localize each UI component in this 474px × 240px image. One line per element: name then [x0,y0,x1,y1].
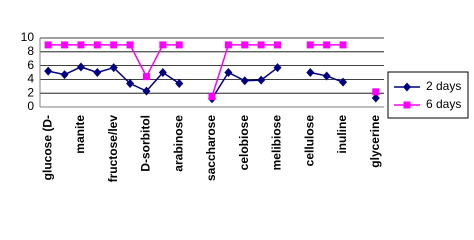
x-tick-label: arabinose [171,115,185,172]
marker [126,79,135,89]
x-tick-label: D-sorbitol [139,115,153,172]
x-tick-label: inuline [335,115,349,154]
marker [306,41,314,49]
marker [77,41,85,49]
x-tick-label: glucose (D- [40,115,54,180]
marker [60,70,69,80]
legend: 2 days 6 days [387,71,469,119]
legend-label: 2 days [426,79,461,93]
x-tick-label: saccharose [204,115,218,181]
marker [323,41,331,49]
marker [126,41,134,49]
marker [339,41,347,49]
marker [208,93,216,101]
marker [175,79,184,89]
marker [110,41,118,49]
marker [322,71,331,81]
marker [44,66,53,76]
y-tick-label: 10 [21,30,35,44]
marker [273,63,282,73]
marker [175,41,183,49]
marker [158,68,167,77]
x-tick-label: glycerine [368,115,382,168]
marker [44,41,52,49]
marker [257,75,266,85]
x-tick-label: manite [73,115,87,154]
legend-label: 6 days [426,97,461,111]
legend-marker [403,101,411,109]
x-tick-label: fructose/lev [106,115,120,183]
legend-box [387,71,469,119]
marker [257,41,265,49]
y-tick-label: 6 [27,58,34,72]
marker [61,41,69,49]
y-tick-label: 4 [27,72,34,86]
marker [371,93,380,103]
y-tick-label: 0 [27,99,34,113]
y-tick-label: 2 [27,85,34,99]
marker [93,41,101,49]
marker [240,76,249,86]
marker [93,68,102,77]
marker [159,41,167,49]
legend-marker [403,82,411,92]
marker [224,41,232,49]
marker [76,62,85,72]
y-tick-label: 8 [27,44,34,58]
x-tick-label: cellulose [302,115,316,167]
marker [142,73,150,81]
marker [339,77,348,87]
marker [241,41,249,49]
marker [224,68,233,77]
x-tick-label: celobiose [237,115,251,171]
marker [372,88,380,96]
marker [306,68,315,77]
marker [274,41,282,49]
marker [109,63,118,73]
x-tick-label: melibiose [270,115,284,171]
marker [142,86,151,96]
